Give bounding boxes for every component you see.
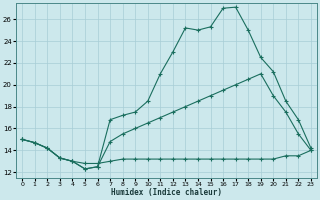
X-axis label: Humidex (Indice chaleur): Humidex (Indice chaleur) — [111, 188, 222, 197]
